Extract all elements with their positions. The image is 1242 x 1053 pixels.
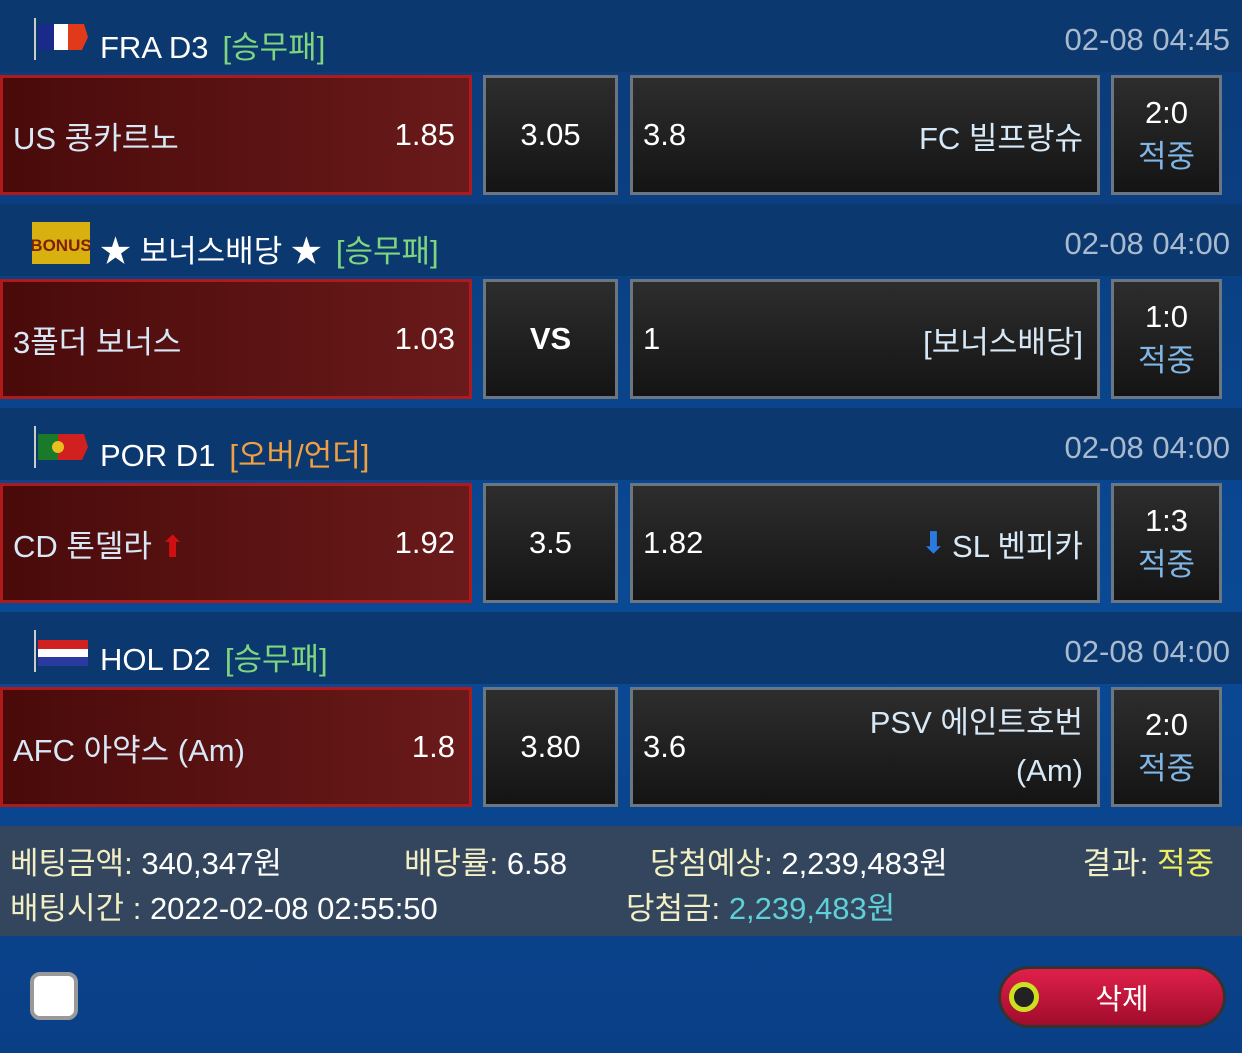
match-row: AFC 아약스 (Am) 1.8 3.80 3.6 PSV 에인트호번 (Am) 2… (0, 687, 1242, 807)
away-odds: 1 (643, 321, 661, 356)
draw-bet-cell[interactable]: 3.80 (483, 687, 618, 807)
match-result: 적중 (1137, 139, 1196, 174)
match-result: 적중 (1137, 547, 1196, 582)
netherlands-flag-icon (32, 630, 90, 672)
draw-odds: VS (529, 321, 572, 356)
home-bet-cell[interactable]: US 콩카르노 1.85 (0, 75, 472, 195)
match-header: POR D1 [오버/언더] 02-08 04:00 (0, 408, 1242, 480)
bet-time-label: 배팅시간 : (10, 891, 142, 926)
odds-up-arrow-icon: ⬆ (159, 530, 186, 564)
delete-button[interactable]: 삭제 (998, 966, 1226, 1028)
draw-bet-cell[interactable]: VS (483, 279, 618, 399)
select-checkbox[interactable] (30, 972, 78, 1020)
bonus-badge-icon: BONUS (30, 222, 92, 264)
odds-down-arrow-icon: ⬇ (920, 526, 947, 560)
league-name: FRA D3 [승무패] (100, 22, 325, 67)
winnings-label: 당첨금: (626, 891, 721, 926)
market-type: [오버/언더] (229, 438, 370, 473)
home-odds: 1.92 (394, 525, 455, 560)
away-odds: 3.8 (643, 117, 687, 152)
expected-label: 당첨예상: (650, 846, 773, 881)
bet-result: 적중 (1156, 846, 1214, 881)
bet-time: 2022-02-08 02:55:50 (149, 891, 438, 926)
home-odds: 1.03 (394, 321, 455, 356)
result-cell: 2:0 적중 (1111, 687, 1222, 807)
match-row: CD 톤델라 ⬆ 1.92 3.5 1.82 ⬇ SL 벤피카 1:3 적중 (0, 483, 1242, 603)
match-header: BONUS ★ 보너스배당 ★ [승무패] 02-08 04:00 (0, 204, 1242, 276)
result-cell: 2:0 적중 (1111, 75, 1222, 195)
home-team: US 콩카르노 (13, 120, 179, 156)
final-score: 2:0 (1144, 707, 1189, 742)
svg-text:BONUS: BONUS (32, 236, 90, 255)
result-label: 결과: (1082, 846, 1149, 881)
draw-odds: 3.80 (520, 729, 581, 764)
away-odds: 3.6 (643, 729, 687, 764)
league-name: ★ 보너스배당 ★ [승무패] (100, 226, 439, 271)
away-bet-cell[interactable]: 1.82 ⬇ SL 벤피카 (630, 483, 1100, 603)
bet-summary: 베팅금액: 340,347원 배당률: 6.58 당첨예상: 2,239,483… (0, 826, 1242, 936)
portugal-flag-icon (32, 426, 90, 468)
winnings: 2,239,483원 (728, 891, 896, 926)
match-time: 02-08 04:45 (1064, 22, 1230, 57)
bet-amount: 340,347원 (141, 846, 282, 881)
league-label: HOL D2 (100, 642, 211, 677)
draw-odds: 3.05 (520, 117, 581, 152)
market-type: [승무패] (224, 642, 328, 677)
away-bet-cell[interactable]: 3.6 PSV 에인트호번 (Am) (630, 687, 1100, 807)
match-header: FRA D3 [승무패] 02-08 04:45 (0, 0, 1242, 72)
home-team: CD 톤델라 (13, 528, 152, 564)
match-row: 3폴더 보너스 1.03 VS 1 [보너스배당] 1:0 적중 (0, 279, 1242, 399)
draw-bet-cell[interactable]: 3.5 (483, 483, 618, 603)
away-team: FC 빌프랑슈 (918, 120, 1083, 156)
away-odds: 1.82 (643, 525, 704, 560)
market-type: [승무패] (335, 234, 439, 269)
match-time: 02-08 04:00 (1064, 430, 1230, 465)
final-score: 2:0 (1144, 95, 1189, 130)
home-odds: 1.85 (394, 117, 455, 152)
expected-winnings: 2,239,483원 (781, 846, 948, 881)
final-score: 1:0 (1144, 299, 1189, 334)
result-cell: 1:3 적중 (1111, 483, 1222, 603)
match-time: 02-08 04:00 (1064, 634, 1230, 669)
draw-bet-cell[interactable]: 3.05 (483, 75, 618, 195)
draw-odds: 3.5 (528, 525, 573, 560)
away-team: [보너스배당] (923, 324, 1083, 360)
home-odds: 1.8 (411, 729, 455, 764)
total-odds: 6.58 (506, 846, 568, 881)
match-row: US 콩카르노 1.85 3.05 3.8 FC 빌프랑슈 2:0 적중 (0, 75, 1242, 195)
away-bet-cell[interactable]: 3.8 FC 빌프랑슈 (630, 75, 1100, 195)
final-score: 1:3 (1144, 503, 1189, 538)
away-team: SL 벤피카 (952, 528, 1083, 564)
odds-label: 배당률: (404, 846, 499, 881)
delete-label: 삭제 (1095, 984, 1149, 1016)
league-label: POR D1 (100, 438, 216, 473)
result-cell: 1:0 적중 (1111, 279, 1222, 399)
match-time: 02-08 04:00 (1064, 226, 1230, 261)
home-bet-cell[interactable]: CD 톤델라 ⬆ 1.92 (0, 483, 472, 603)
match-result: 적중 (1137, 751, 1196, 786)
away-team: PSV 에인트호번 (Am) (869, 705, 1083, 788)
home-team: 3폴더 보너스 (13, 324, 182, 360)
button-indicator-icon (1009, 982, 1039, 1012)
league-name: HOL D2 [승무패] (100, 634, 328, 679)
home-bet-cell[interactable]: AFC 아약스 (Am) 1.8 (0, 687, 472, 807)
match-header: HOL D2 [승무패] 02-08 04:00 (0, 612, 1242, 684)
match-result: 적중 (1137, 343, 1196, 378)
france-flag-icon (32, 18, 90, 60)
league-name: POR D1 [오버/언더] (100, 430, 369, 475)
bet-amount-label: 베팅금액: (10, 846, 133, 881)
league-label: ★ 보너스배당 ★ (100, 234, 322, 269)
league-label: FRA D3 (100, 30, 209, 65)
home-bet-cell[interactable]: 3폴더 보너스 1.03 (0, 279, 472, 399)
market-type: [승무패] (222, 30, 326, 65)
home-team: AFC 아약스 (Am) (13, 732, 245, 768)
away-bet-cell[interactable]: 1 [보너스배당] (630, 279, 1100, 399)
